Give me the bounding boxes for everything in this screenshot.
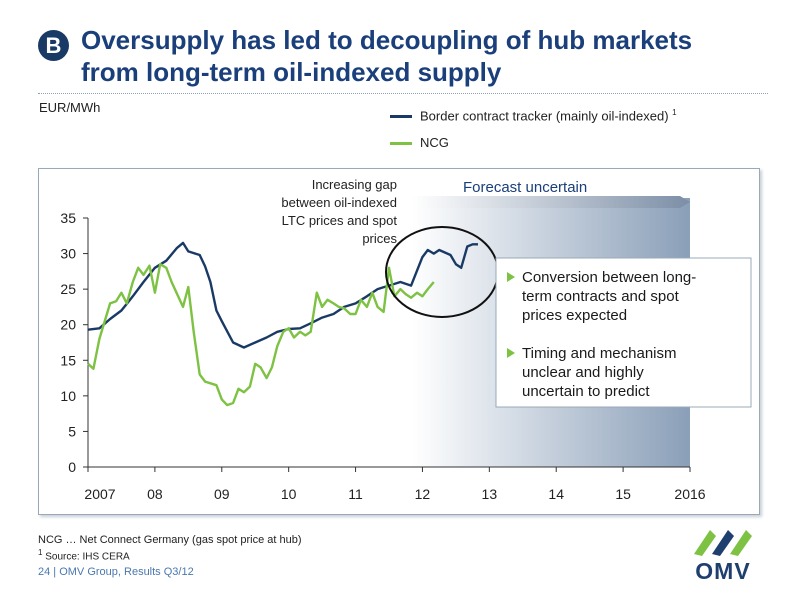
bullet-text-line: Timing and mechanism xyxy=(522,345,677,362)
legend-item-ncg: NCG xyxy=(390,135,449,150)
bullet-text-line: Conversion between long- xyxy=(522,269,696,286)
legend-footnote-mark: 1 xyxy=(672,108,677,117)
footnote-ncg: NCG … Net Connect Germany (gas spot pric… xyxy=(38,534,302,546)
gap-annotation-line: between oil-indexed xyxy=(281,195,397,210)
bullet-text-line: uncertain to predict xyxy=(522,383,650,400)
x-tick-label: 10 xyxy=(281,486,297,502)
legend-label-border: Border contract tracker (mainly oil-inde… xyxy=(420,108,669,124)
section-badge: B xyxy=(38,30,69,61)
x-tick-label: 09 xyxy=(214,486,230,502)
footnote-source: 1 Source: IHS CERA xyxy=(38,548,130,562)
gap-annotation-line: prices xyxy=(362,231,397,246)
gap-annotation-line: Increasing gap xyxy=(312,177,397,192)
forecast-arrow xyxy=(412,196,690,208)
y-tick-label: 0 xyxy=(68,459,76,475)
series-line-ncg xyxy=(87,263,435,407)
legend-item-border-contract: Border contract tracker (mainly oil-inde… xyxy=(390,108,677,124)
x-tick-label: 11 xyxy=(348,486,363,502)
gap-annotation-line: LTC prices and spot xyxy=(282,213,398,228)
bullet-marker-icon xyxy=(507,272,515,282)
slide-title: Oversupply has led to decoupling of hub … xyxy=(81,24,781,88)
y-tick-label: 15 xyxy=(60,352,76,368)
x-tick-label: 13 xyxy=(482,486,498,502)
omv-logo: OMV xyxy=(688,526,758,584)
y-tick-label: 5 xyxy=(68,423,76,439)
omv-logo-icon xyxy=(694,530,752,556)
bullet-box xyxy=(495,257,752,408)
x-tick-label: 14 xyxy=(548,486,564,502)
footnote-source-mark: 1 xyxy=(38,548,43,557)
bullet-text-line: unclear and highly xyxy=(522,364,644,381)
y-tick-label: 25 xyxy=(60,281,76,297)
footnote-source-text: Source: IHS CERA xyxy=(42,551,130,563)
bullet-text-line: term contracts and spot xyxy=(522,288,680,305)
page-footer: 24 | OMV Group, Results Q3/12 xyxy=(38,566,194,578)
omv-logo-text: OMV xyxy=(695,558,751,584)
x-tick-label: 2016 xyxy=(674,486,705,502)
y-tick-label: 10 xyxy=(60,388,76,404)
y-tick-label: 20 xyxy=(60,317,76,333)
title-line-2: from long-term oil-indexed supply xyxy=(81,57,502,87)
legend-label-ncg: NCG xyxy=(420,135,449,150)
forecast-label: Forecast uncertain xyxy=(463,179,587,196)
bullet-marker-icon xyxy=(507,348,515,358)
y-tick-label: 35 xyxy=(60,210,76,226)
bullet-text-line: prices expected xyxy=(522,307,627,324)
x-tick-label: 08 xyxy=(147,486,163,502)
unit-label: EUR/MWh xyxy=(39,100,101,115)
title-divider xyxy=(38,93,768,94)
title-line-1: Oversupply has led to decoupling of hub … xyxy=(81,25,693,55)
x-tick-label: 15 xyxy=(615,486,631,502)
y-tick-label: 30 xyxy=(60,246,76,262)
x-tick-label: 2007 xyxy=(84,486,115,502)
legend-swatch-border xyxy=(390,115,412,118)
legend-swatch-ncg xyxy=(390,142,412,145)
x-tick-label: 12 xyxy=(415,486,431,502)
